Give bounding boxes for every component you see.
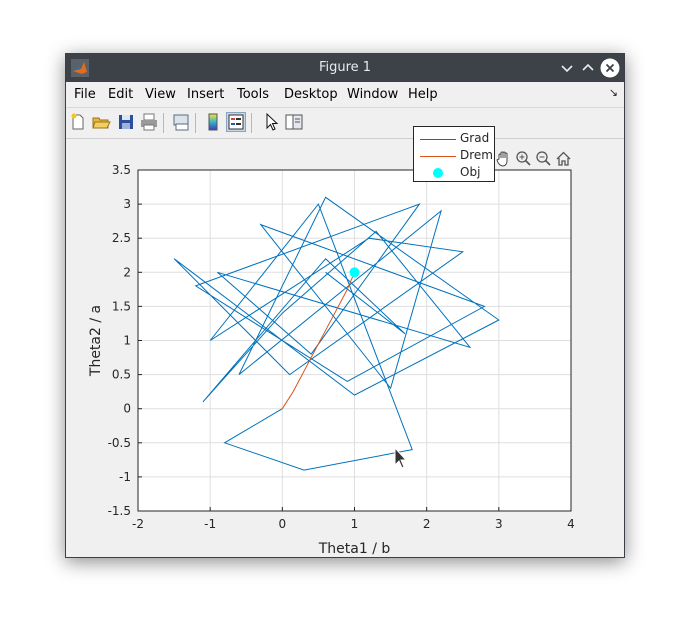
y-tick-label: -1.5	[108, 504, 131, 518]
menu-file[interactable]: File	[74, 87, 96, 102]
series-line-drem	[281, 272, 355, 409]
figure-toolbar	[66, 107, 624, 139]
toolbar-separator	[163, 113, 164, 133]
y-tick-label: 2.5	[112, 231, 131, 245]
menu-view[interactable]: View	[145, 87, 176, 102]
save-icon[interactable]	[116, 112, 136, 132]
title-bar[interactable]: Figure 1	[66, 54, 624, 82]
x-tick-label: 3	[495, 517, 503, 531]
menu-insert[interactable]: Insert	[187, 87, 225, 102]
y-tick-label: 0.5	[112, 368, 131, 382]
menu-window[interactable]: Window	[347, 87, 399, 102]
y-tick-label: 3	[123, 197, 131, 211]
maximize-icon[interactable]	[578, 58, 598, 78]
mouse-cursor-icon	[394, 447, 408, 469]
x-tick-label: 2	[423, 517, 431, 531]
toolbar-separator	[251, 113, 252, 133]
edit-plot-icon[interactable]	[261, 112, 281, 132]
x-tick-label: 4	[567, 517, 575, 531]
zoom-in-icon[interactable]	[515, 150, 532, 167]
link-plot-icon[interactable]	[171, 112, 191, 132]
y-tick-label: 2	[123, 265, 131, 279]
x-axis-label: Theta1 / b	[318, 541, 391, 557]
legend-label-grad: Grad	[460, 131, 490, 145]
y-tick-label: 1.5	[112, 299, 131, 313]
y-tick-label: 1	[123, 334, 131, 348]
y-tick-label: 3.5	[112, 163, 131, 177]
matlab-logo-icon	[71, 59, 89, 77]
toolbar-separator	[195, 113, 196, 133]
legend-swatch-grad	[420, 139, 456, 140]
pan-icon[interactable]	[495, 150, 512, 167]
menu-tools[interactable]: Tools	[237, 87, 270, 102]
y-axis-label: Theta2 / a	[88, 305, 104, 377]
minimize-icon[interactable]	[557, 58, 577, 78]
y-tick-label: 0	[123, 402, 131, 416]
property-inspector-icon[interactable]	[284, 112, 304, 132]
menu-help[interactable]: Help	[408, 87, 438, 102]
menu-desktop[interactable]: Desktop	[284, 87, 338, 102]
legend-entry-grad: Grad	[414, 131, 494, 147]
legend-label-drem: Drem	[460, 148, 493, 162]
legend-label-obj: Obj	[460, 165, 481, 179]
legend-icon[interactable]	[226, 112, 246, 132]
x-tick-label: 0	[279, 517, 287, 531]
y-tick-label: -0.5	[108, 436, 131, 450]
legend-entry-obj: Obj	[414, 165, 494, 181]
x-tick-label: -1	[204, 517, 216, 531]
new-figure-icon[interactable]	[68, 112, 88, 132]
x-tick-label: -2	[132, 517, 144, 531]
y-tick-label: -1	[119, 470, 131, 484]
axes[interactable]: -2 -1 0 1 2 3 4 -1.5 -1 -0.5 0 0.5 1 1.5 2 2.5 3 3.5 Theta…	[88, 163, 575, 557]
x-tick-label: 1	[351, 517, 359, 531]
colorbar-icon[interactable]	[203, 112, 223, 132]
print-icon[interactable]	[139, 112, 159, 132]
menu-edit[interactable]: Edit	[108, 87, 134, 102]
menu-bar: File Edit View Insert Tools Desktop Wind…	[66, 82, 624, 106]
series-line-grad	[173, 196, 500, 471]
obj-marker	[349, 267, 360, 278]
dock-figure-icon[interactable]: ↘	[608, 86, 618, 99]
legend-entry-drem: Drem	[414, 148, 494, 164]
close-icon[interactable]	[600, 58, 620, 78]
window-title: Figure 1	[318, 60, 372, 75]
open-file-icon[interactable]	[91, 112, 111, 132]
legend-marker-obj	[433, 168, 443, 178]
home-icon[interactable]	[555, 150, 572, 167]
legend[interactable]: Grad Drem Obj	[413, 126, 495, 182]
legend-swatch-drem	[420, 156, 456, 157]
zoom-out-icon[interactable]	[535, 150, 552, 167]
